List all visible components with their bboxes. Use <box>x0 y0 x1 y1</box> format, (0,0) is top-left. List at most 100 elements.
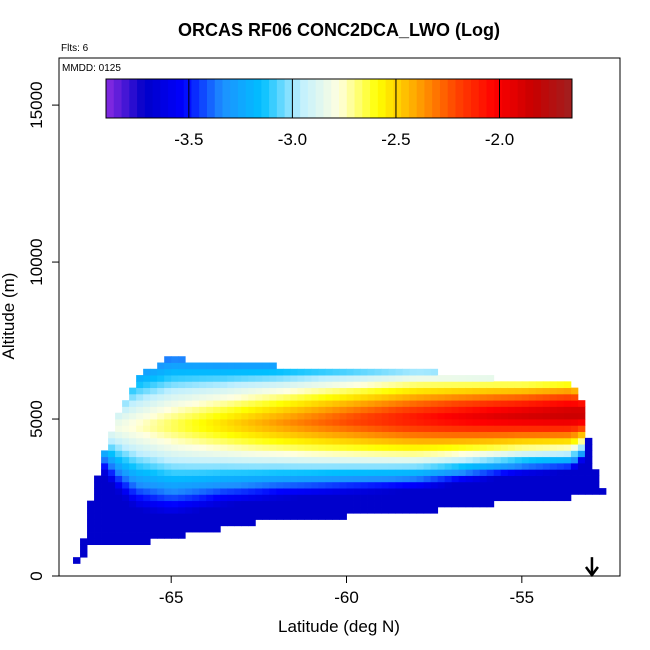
heatmap-cell <box>388 456 396 464</box>
heatmap-cell <box>157 462 165 470</box>
heatmap-cell <box>423 400 432 407</box>
heatmap-cell <box>423 494 432 502</box>
heatmap-cell <box>339 450 347 458</box>
heatmap-cell <box>297 425 305 432</box>
heatmap-cell <box>143 437 151 445</box>
heatmap-cell <box>395 506 404 514</box>
heatmap-cell <box>192 506 200 514</box>
heatmap-cell <box>318 469 326 476</box>
heatmap-cell <box>108 532 116 539</box>
heatmap-cell <box>556 481 565 489</box>
heatmap-cell <box>241 425 249 432</box>
heatmap-cell <box>122 525 130 533</box>
heatmap-cell <box>437 425 446 432</box>
heatmap-cell <box>164 406 172 414</box>
heatmap-cell <box>563 462 572 470</box>
heatmap-cell <box>241 437 249 445</box>
heatmap-cell <box>311 412 319 420</box>
heatmap-cell <box>241 462 249 470</box>
heatmap-cell <box>395 425 404 432</box>
heatmap-cell <box>171 362 179 370</box>
heatmap-cell <box>206 444 214 451</box>
heatmap-cell <box>171 444 179 451</box>
heatmap-cell <box>136 400 144 407</box>
heatmap-cell <box>276 462 284 470</box>
heatmap-cell <box>430 456 439 464</box>
heatmap-cell <box>171 387 179 395</box>
heatmap-cell <box>360 431 368 439</box>
heatmap-cell <box>192 375 200 382</box>
heatmap-cell <box>535 406 544 414</box>
heatmap-cell <box>402 368 411 376</box>
heatmap-cell <box>143 500 151 508</box>
heatmap-cell <box>388 381 396 389</box>
heatmap-cell <box>129 406 137 414</box>
heatmap-cell <box>549 387 558 395</box>
heatmap-cell <box>122 400 130 407</box>
heatmap-cell <box>339 393 347 401</box>
heatmap-cell <box>402 444 411 451</box>
heatmap-cell <box>353 406 361 414</box>
heatmap-cell <box>213 519 221 527</box>
heatmap-cell <box>353 368 361 376</box>
heatmap-cell <box>108 513 116 520</box>
colorbar-segment <box>370 79 379 118</box>
heatmap-cell <box>577 431 586 439</box>
heatmap-cell <box>325 475 333 483</box>
heatmap-cell <box>150 419 158 426</box>
heatmap-cell <box>283 393 291 401</box>
heatmap-cell <box>332 412 340 420</box>
heatmap-cell <box>535 469 544 476</box>
heatmap-cell <box>192 525 200 533</box>
heatmap-cell <box>465 412 474 420</box>
x-axis-label: Latitude (deg N) <box>278 617 400 636</box>
heatmap-cell <box>185 488 193 495</box>
heatmap-cell <box>514 393 523 401</box>
heatmap-cell <box>178 412 186 420</box>
heatmap-cell <box>227 400 235 407</box>
heatmap-cell <box>178 381 186 389</box>
heatmap-cell <box>451 437 460 445</box>
heatmap-cell <box>206 488 214 495</box>
heatmap-cell <box>143 513 151 520</box>
heatmap-cell <box>458 425 467 432</box>
heatmap-cell <box>129 387 137 395</box>
heatmap-cell <box>486 469 495 476</box>
heatmap-cell <box>269 412 277 420</box>
heatmap-cell <box>241 381 249 389</box>
heatmap-cell <box>542 437 551 445</box>
heatmap-cell <box>283 444 291 451</box>
heatmap-cell <box>451 393 460 401</box>
heatmap-cell <box>395 437 404 445</box>
heatmap-cell <box>318 393 326 401</box>
heatmap-cell <box>206 513 214 520</box>
heatmap-cell <box>206 475 214 483</box>
heatmap-cell <box>514 450 523 458</box>
heatmap-cell <box>493 444 502 451</box>
heatmap-cell <box>332 469 340 476</box>
heatmap-cell <box>269 500 277 508</box>
colorbar-segment <box>152 79 161 118</box>
heatmap-cell <box>339 481 347 489</box>
heatmap-cell <box>430 406 439 414</box>
heatmap-cell <box>423 475 432 483</box>
heatmap-cell <box>262 375 270 382</box>
heatmap-cell <box>402 387 411 395</box>
heatmap-cell <box>325 494 333 502</box>
heatmap-cell <box>549 481 558 489</box>
heatmap-cell <box>234 425 242 432</box>
heatmap-cell <box>528 393 537 401</box>
heatmap-cell <box>248 469 256 476</box>
heatmap-cell <box>213 525 221 533</box>
colorbar-segment <box>222 79 231 118</box>
heatmap-cell <box>227 425 235 432</box>
heatmap-cell <box>234 387 242 395</box>
heatmap-cell <box>248 406 256 414</box>
heatmap-cell <box>213 437 221 445</box>
heatmap-cell <box>416 387 425 395</box>
heatmap-cell <box>353 419 361 426</box>
y-tick-label: 0 <box>27 571 46 580</box>
heatmap-cell <box>185 519 193 527</box>
heatmap-cell <box>339 456 347 464</box>
date-label: MMDD: 0125 <box>62 63 121 74</box>
